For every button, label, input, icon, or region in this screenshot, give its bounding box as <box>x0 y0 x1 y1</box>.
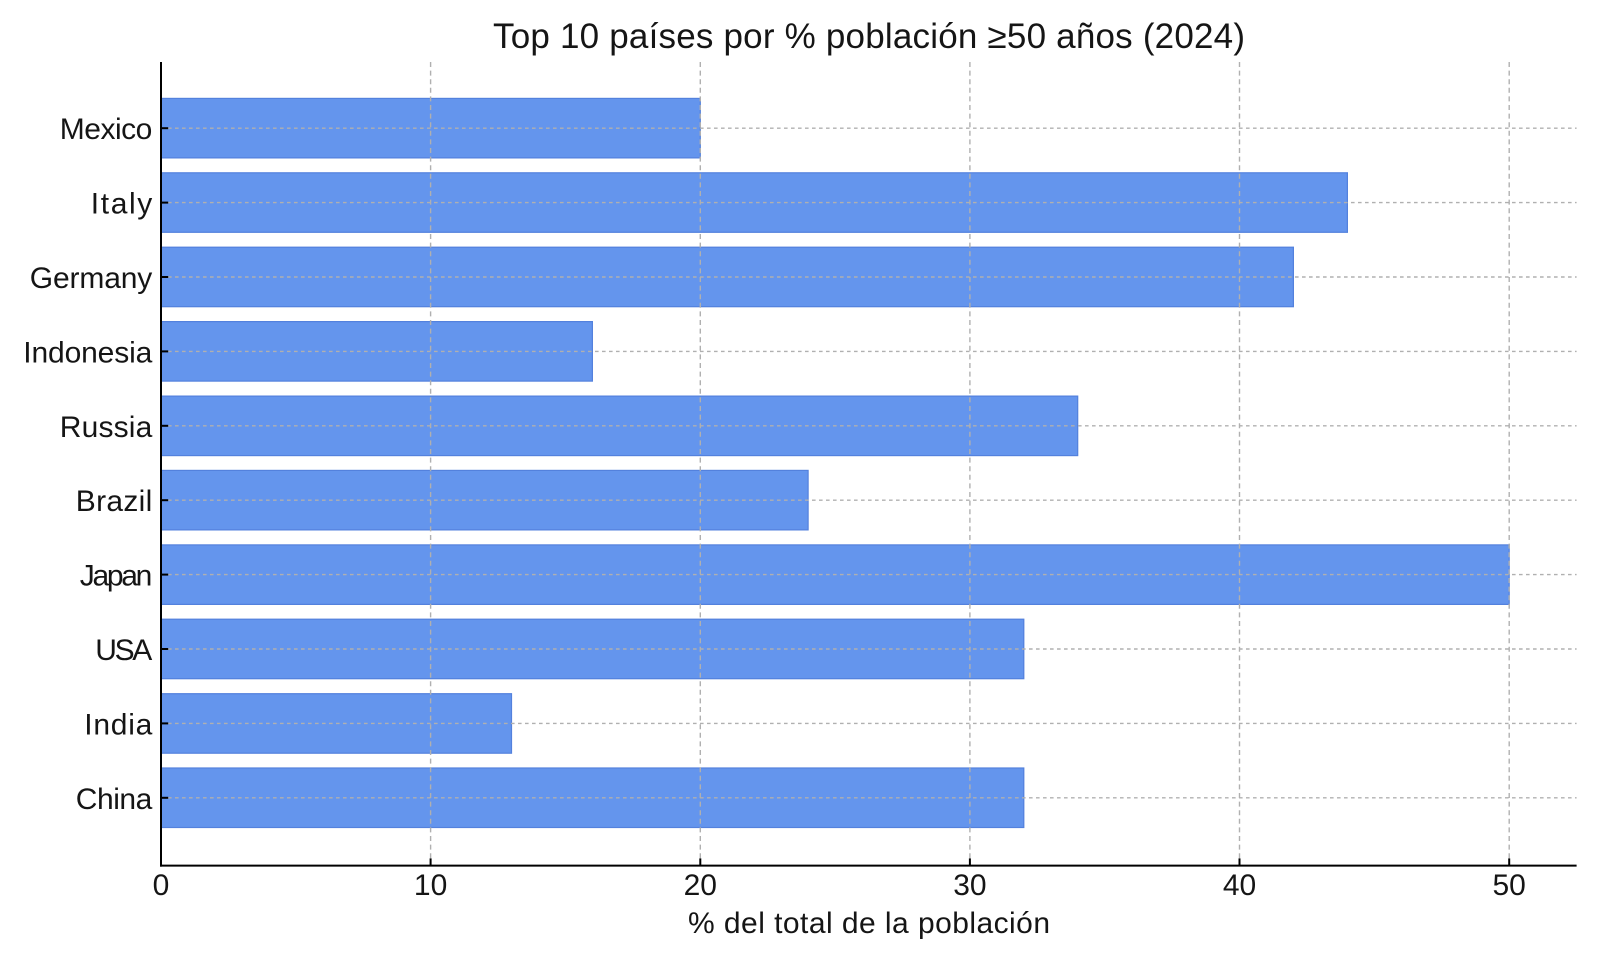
svg-text:Mexico: Mexico <box>60 113 153 146</box>
svg-text:Russia: Russia <box>60 411 153 444</box>
svg-text:Japan: Japan <box>80 560 153 593</box>
svg-text:Italy: Italy <box>91 188 153 221</box>
svg-text:Top 10 países por % población: Top 10 países por % población ≥50 años (… <box>493 17 1245 56</box>
svg-text:Germany: Germany <box>30 262 152 295</box>
svg-text:50: 50 <box>1493 869 1526 902</box>
svg-text:% del total de la población: % del total de la población <box>688 907 1050 940</box>
svg-text:20: 20 <box>684 869 717 902</box>
svg-text:China: China <box>76 783 153 816</box>
svg-text:0: 0 <box>153 869 170 902</box>
svg-text:Brazil: Brazil <box>76 485 153 518</box>
svg-text:10: 10 <box>414 869 447 902</box>
svg-text:40: 40 <box>1223 869 1256 902</box>
svg-text:Indonesia: Indonesia <box>23 336 152 369</box>
svg-text:30: 30 <box>953 869 986 902</box>
svg-text:India: India <box>84 708 152 741</box>
svg-text:USA: USA <box>95 634 152 667</box>
